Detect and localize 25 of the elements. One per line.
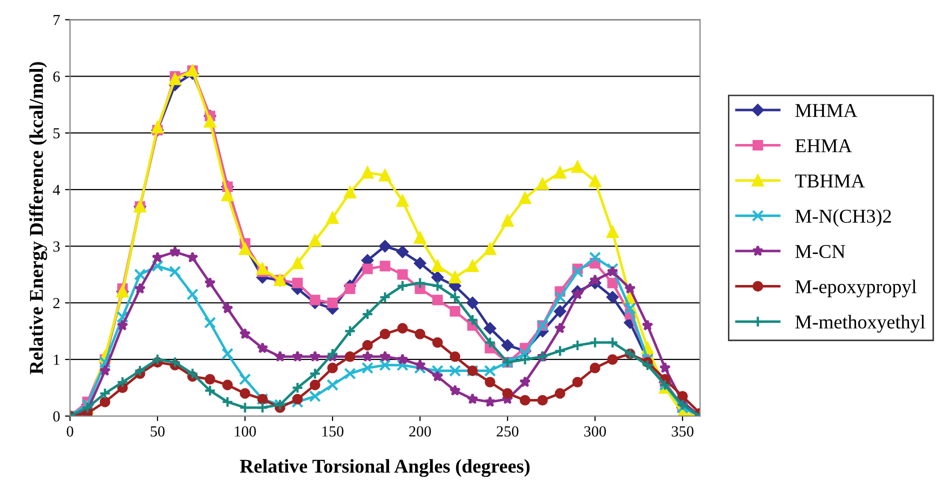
legend-label: TBHMA: [795, 174, 865, 188]
y-tick-label: 0: [53, 411, 60, 422]
legend-label: M-epoxypropyl: [795, 280, 916, 298]
x-tick-label: 350: [672, 426, 694, 437]
y-tick-label: 7: [54, 15, 60, 26]
x-tick-label: 200: [409, 426, 431, 437]
y-tick-label: 4: [52, 184, 60, 195]
x-tick-label: 250: [496, 426, 518, 437]
x-tick-label: 100: [234, 426, 256, 437]
y-tick-label: 3: [53, 241, 60, 252]
legend-label: M-CN: [795, 244, 846, 258]
x-axis-title: Relative Torsional Angles (degrees): [240, 459, 530, 477]
y-axis-title: Relative Energy Difference (kcal/mol): [29, 62, 48, 374]
x-tick-label: 150: [322, 426, 344, 437]
y-tick-label: 6: [53, 72, 60, 82]
x-tick-label: 300: [584, 426, 606, 437]
legend-label: M-N(CH3)2: [795, 209, 891, 227]
legend-label: EHMA: [795, 139, 852, 152]
x-tick-label: 0: [66, 426, 74, 437]
y-tick-label: 1: [54, 354, 60, 365]
legend-label: M-methoxyethyl: [795, 314, 926, 333]
y-tick-label: 5: [54, 128, 60, 138]
legend-label: MHMA: [795, 104, 858, 117]
y-tick-label: 2: [53, 298, 60, 308]
x-tick-label: 50: [150, 426, 165, 437]
